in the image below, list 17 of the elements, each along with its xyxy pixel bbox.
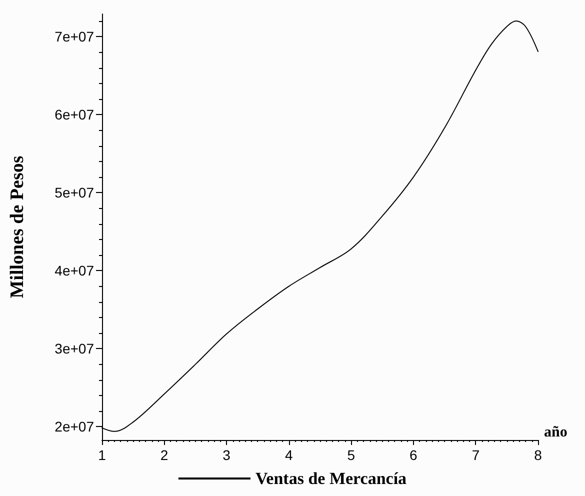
y-tick-label: 2e+07 — [54, 418, 94, 435]
x-tick-label: 6 — [410, 447, 418, 463]
x-tick-label: 8 — [534, 447, 542, 463]
y-tick-label: 5e+07 — [54, 184, 94, 201]
legend-label: Ventas de Mercancía — [255, 469, 408, 488]
x-tick-label: 1 — [98, 447, 106, 463]
y-tick-label: 4e+07 — [54, 262, 94, 279]
y-tick-label: 6e+07 — [54, 106, 94, 123]
x-tick-label: 3 — [222, 447, 231, 463]
x-tick-label: 2 — [160, 447, 168, 463]
x-tick-label: 5 — [347, 447, 356, 463]
y-axis-title: Millones de Pesos — [7, 156, 28, 298]
x-tick-label: 4 — [284, 447, 293, 463]
x-tick-label: 7 — [472, 447, 480, 463]
y-tick-label: 7e+07 — [54, 28, 94, 45]
x-axis-title: año — [544, 424, 568, 440]
y-tick-label: 3e+07 — [54, 340, 94, 357]
